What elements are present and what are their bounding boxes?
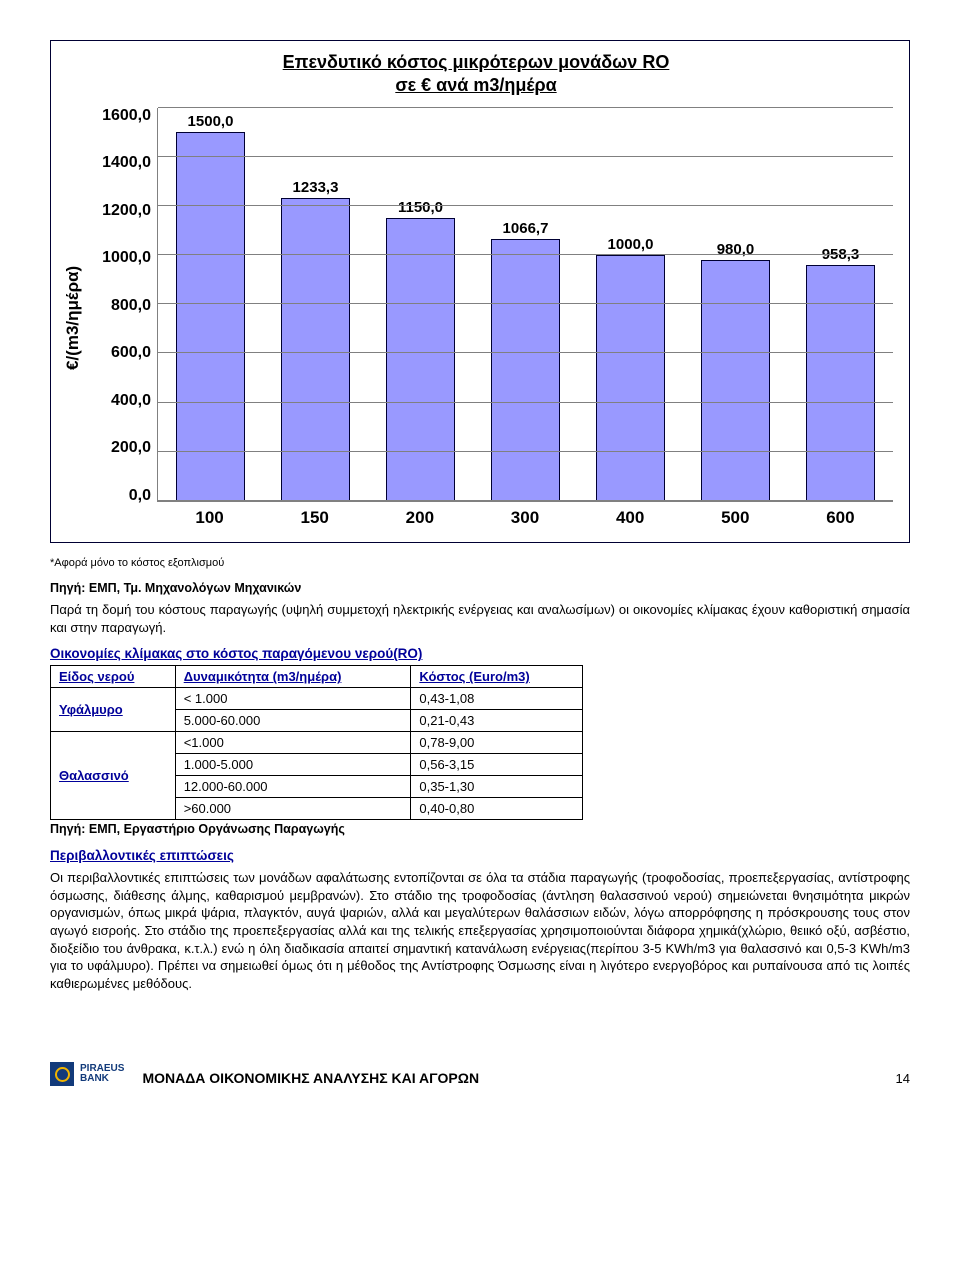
bar-slot: 1500,0 — [158, 108, 263, 501]
bar-value-label: 1000,0 — [608, 236, 654, 253]
x-tick-label: 150 — [262, 508, 367, 528]
y-tick-label: 400,0 — [87, 393, 151, 409]
gridline — [158, 303, 893, 304]
bar-slot: 1150,0 — [368, 108, 473, 501]
page-number: 14 — [896, 1071, 910, 1086]
table-group: Υφάλμυρο — [51, 688, 176, 732]
x-tick-label: 300 — [472, 508, 577, 528]
gridline — [158, 107, 893, 108]
bar-slot: 958,3 — [788, 108, 893, 501]
logo-sub: BANK — [80, 1074, 124, 1084]
table-row: Θαλασσινό <1.000 0,78-9,00 — [51, 732, 583, 754]
gridline — [158, 500, 893, 501]
gridline — [158, 402, 893, 403]
gridline — [158, 205, 893, 206]
gridline — [158, 156, 893, 157]
source-line-2: Πηγή: ΕΜΠ, Εργαστήριο Οργάνωσης Παραγωγή… — [50, 822, 910, 836]
bar-slot: 1066,7 — [473, 108, 578, 501]
bar — [176, 132, 245, 500]
table-header: Είδος νερού — [51, 666, 176, 688]
bar-chart-frame: Επενδυτικό κόστος μικρότερων μονάδων RO … — [50, 40, 910, 543]
chart-title-line1: Επενδυτικό κόστος μικρότερων μονάδων RO — [283, 52, 670, 72]
bar-slot: 980,0 — [683, 108, 788, 501]
x-axis-ticks: 100150200300400500600 — [157, 502, 893, 528]
table-header: Κόστος (Euro/m3) — [411, 666, 583, 688]
y-tick-label: 800,0 — [87, 298, 151, 314]
chart-title-line2: σε € ανά m3/ημέρα — [395, 75, 556, 95]
y-tick-label: 1000,0 — [87, 250, 151, 266]
bar-slot: 1000,0 — [578, 108, 683, 501]
plot-wrap: 1500,0 1233,3 1150,0 1066,7 1000,0 980,0 958,3… — [157, 108, 893, 528]
x-tick-label: 200 — [367, 508, 472, 528]
gridline — [158, 451, 893, 452]
table-cell: 5.000-60.000 — [175, 710, 411, 732]
bar-value-label: 1066,7 — [503, 220, 549, 237]
y-tick-label: 1600,0 — [87, 108, 151, 124]
table-group: Θαλασσινό — [51, 732, 176, 820]
bar — [386, 218, 455, 500]
chart-area: €/(m3/ημέρα) 0,0 200,0 400,0 600,0 800,0 1000… — [59, 108, 893, 528]
section-heading: Περιβαλλοντικές επιπτώσεις — [50, 848, 910, 863]
paragraph-1: Παρά τη δομή του κόστους παραγωγής (υψηλ… — [50, 601, 910, 636]
chart-plot: 1500,0 1233,3 1150,0 1066,7 1000,0 980,0 958,3 — [157, 108, 893, 502]
gridline — [158, 254, 893, 255]
bar-value-label: 1233,3 — [293, 179, 339, 196]
table-cell: 0,56-3,15 — [411, 754, 583, 776]
bar — [806, 265, 875, 500]
x-tick-label: 400 — [578, 508, 683, 528]
table-header: Δυναμικότητα (m3/ημέρα) — [175, 666, 411, 688]
chart-footnote: *Αφορά μόνο το κόστος εξοπλισμού — [50, 557, 910, 569]
bars-container: 1500,0 1233,3 1150,0 1066,7 1000,0 980,0 958,3 — [158, 108, 893, 501]
table-cell: 0,43-1,08 — [411, 688, 583, 710]
bar — [281, 198, 350, 501]
table-cell: 0,40-0,80 — [411, 798, 583, 820]
source-line-1: Πηγή: ΕΜΠ, Τμ. Μηχανολόγων Μηχανικών — [50, 581, 910, 595]
paragraph-2: Οι περιβαλλοντικές επιπτώσεις των μονάδω… — [50, 869, 910, 992]
table-cell: < 1.000 — [175, 688, 411, 710]
y-tick-label: 0,0 — [87, 488, 151, 504]
x-tick-label: 500 — [683, 508, 788, 528]
y-tick-label: 1200,0 — [87, 203, 151, 219]
chart-title: Επενδυτικό κόστος μικρότερων μονάδων RO … — [59, 51, 893, 98]
table-cell: 12.000-60.000 — [175, 776, 411, 798]
bar-value-label: 1150,0 — [398, 199, 443, 216]
y-tick-label: 600,0 — [87, 345, 151, 361]
y-axis-label: €/(m3/ημέρα) — [59, 108, 87, 528]
y-tick-label: 1400,0 — [87, 155, 151, 171]
logo-icon — [50, 1062, 74, 1086]
table-header-row: Είδος νερού Δυναμικότητα (m3/ημέρα) Κόστ… — [51, 666, 583, 688]
x-tick-label: 100 — [157, 508, 262, 528]
gridline — [158, 352, 893, 353]
table-cell: 0,21-0,43 — [411, 710, 583, 732]
bank-logo: PIRAEUS BANK — [50, 1062, 124, 1086]
footer-title: ΜΟΝΑΔΑ ΟΙΚΟΝΟΜΙΚΗΣ ΑΝΑΛΥΣΗΣ ΚΑΙ ΑΓΟΡΩΝ — [142, 1070, 479, 1086]
bar-slot: 1233,3 — [263, 108, 368, 501]
bar-value-label: 1500,0 — [188, 113, 234, 130]
table-cell: 0,78-9,00 — [411, 732, 583, 754]
table-row: Υφάλμυρο < 1.000 0,43-1,08 — [51, 688, 583, 710]
economies-table: Είδος νερού Δυναμικότητα (m3/ημέρα) Κόστ… — [50, 665, 583, 820]
page-footer: PIRAEUS BANK ΜΟΝΑΔΑ ΟΙΚΟΝΟΜΙΚΗΣ ΑΝΑΛΥΣΗΣ… — [50, 1062, 910, 1086]
bar — [491, 239, 560, 501]
table-title: Οικονομίες κλίμακας στο κόστος παραγόμεν… — [50, 646, 910, 661]
table-cell: <1.000 — [175, 732, 411, 754]
bar — [701, 260, 770, 501]
y-axis-ticks: 0,0 200,0 400,0 600,0 800,0 1000,0 1200,0 1400,… — [87, 108, 157, 528]
table-cell: 0,35-1,30 — [411, 776, 583, 798]
bar-value-label: 980,0 — [717, 241, 755, 258]
x-tick-label: 600 — [788, 508, 893, 528]
table-cell: 1.000-5.000 — [175, 754, 411, 776]
table-cell: >60.000 — [175, 798, 411, 820]
y-tick-label: 200,0 — [87, 440, 151, 456]
bar — [596, 255, 665, 501]
